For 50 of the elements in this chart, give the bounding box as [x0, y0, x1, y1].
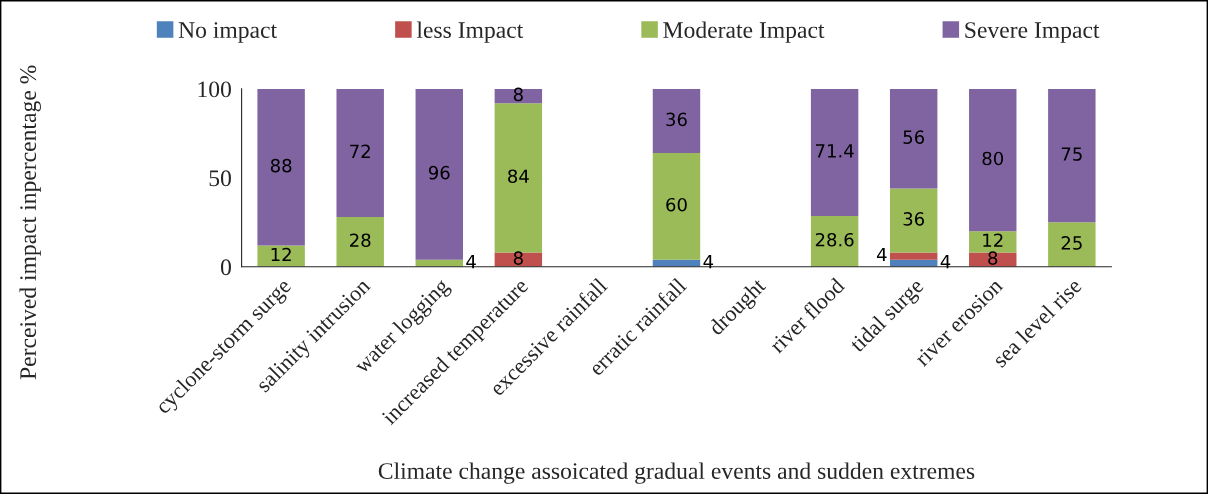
data-label: 75	[1061, 147, 1082, 161]
data-label: 36	[666, 112, 687, 127]
data-label: 80	[982, 151, 1004, 166]
bar	[336, 88, 384, 217]
data-label: 28.6	[815, 232, 854, 247]
data-label: 4	[940, 255, 951, 269]
data-label: 88	[270, 158, 292, 173]
data-label: 8	[513, 87, 523, 102]
data-label: 4	[703, 255, 714, 269]
y-tick-label: 50	[209, 170, 231, 187]
data-label: 4	[466, 255, 476, 269]
bar	[810, 215, 859, 267]
bar	[336, 216, 384, 267]
bar	[415, 88, 463, 260]
y-tick-label: 0	[220, 259, 231, 276]
bar	[1048, 88, 1096, 223]
bar	[889, 252, 938, 260]
data-label: 72	[350, 144, 370, 158]
legend-label: Severe Impact	[965, 22, 1100, 43]
bar	[257, 245, 305, 267]
data-label: 96	[428, 165, 450, 180]
bar	[1048, 222, 1096, 267]
bar	[889, 188, 938, 253]
x-axis-title: Climate change assoicated gradual events and sudden extremes	[378, 462, 975, 484]
legend-label: less Impact	[416, 21, 524, 43]
data-label: 28	[350, 233, 371, 248]
data-label: 84	[508, 169, 529, 184]
data-label: 56	[903, 130, 925, 144]
y-axis-title: Perceived impact inpercentage %	[19, 65, 41, 380]
y-tick-label: 100	[198, 81, 231, 98]
data-label: 71.4	[816, 144, 854, 158]
data-label: 60	[666, 197, 687, 212]
data-label: 4	[876, 247, 887, 262]
bar	[257, 88, 305, 246]
data-label: 25	[1061, 236, 1082, 250]
data-label: 36	[903, 212, 925, 226]
data-label: 12	[271, 247, 291, 262]
data-label: 12	[983, 233, 1003, 247]
legend-label: No impact	[178, 22, 277, 43]
bar	[652, 88, 701, 153]
legend-label: Moderate Impact	[663, 21, 825, 43]
bar	[889, 88, 938, 189]
bar	[652, 152, 701, 260]
bar	[969, 88, 1017, 232]
data-label: 8	[988, 251, 998, 265]
bar	[494, 88, 543, 104]
bar	[810, 88, 859, 216]
data-label: 8	[513, 251, 523, 265]
bar	[494, 103, 543, 253]
bar	[969, 231, 1017, 253]
